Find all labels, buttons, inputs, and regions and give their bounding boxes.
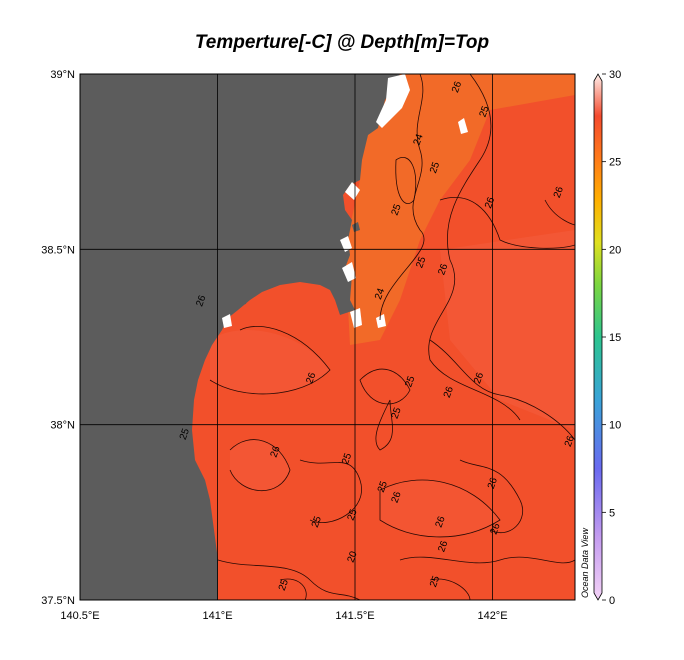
island [230, 292, 248, 306]
plot-frame [79, 73, 576, 601]
contour-label: 26 [304, 371, 318, 386]
lon-tick-label: 141°E [202, 610, 232, 622]
contour-label: 25 [277, 578, 291, 593]
warm-water-patch [380, 480, 500, 537]
warm-water-patch [210, 330, 330, 394]
contour-label: 26 [442, 385, 456, 400]
no-data-area [458, 118, 468, 134]
contour-label: 25 [346, 507, 360, 522]
contour-label: 25 [376, 479, 390, 494]
contour-label: 25 [478, 104, 492, 119]
contour-label: 24 [412, 132, 426, 147]
contour-label: 26 [436, 539, 450, 554]
contour-lines [209, 74, 575, 600]
colorbar-tick-label: 10 [609, 420, 621, 432]
warm-water-patch [440, 230, 575, 430]
no-data-area [222, 314, 232, 328]
map-title: Temperture[-C] @ Depth[m]=Top [194, 32, 490, 53]
contour-label: 26 [563, 434, 577, 449]
land-mass [80, 74, 400, 600]
colorbar-tick-label: 20 [609, 244, 621, 256]
contour-label: 26 [390, 490, 404, 505]
contour-label: 26 [436, 262, 450, 277]
colorbar-tick-label: 15 [609, 332, 621, 344]
colorbar-tick-label: 25 [609, 157, 621, 169]
no-data-area [340, 236, 352, 252]
island [352, 222, 360, 232]
contour-label: 25 [428, 574, 442, 589]
lat-tick-label: 38.5°N [41, 244, 75, 256]
colorbar-ramp [593, 73, 603, 601]
no-data-area [376, 314, 386, 328]
lon-tick-label: 142°E [477, 610, 507, 622]
colorbar-tick-label: 30 [609, 69, 621, 81]
lon-tick-label: 141.5°E [335, 610, 374, 622]
ocean-data-view-watermark: Ocean Data View [580, 528, 590, 598]
no-data-area [345, 182, 360, 200]
contour-label: 25 [310, 514, 324, 529]
colorbar-tick-label: 5 [609, 507, 615, 519]
cool-water-patch [345, 74, 575, 345]
warm-water-patch [230, 439, 290, 491]
contour-label: 25 [428, 160, 442, 175]
no-data-area [342, 262, 356, 282]
contour-label: 25 [178, 427, 192, 442]
contour-label: 24 [373, 287, 387, 302]
contour-label: 25 [414, 255, 428, 270]
contour-label: 25 [390, 406, 404, 421]
contour-label: 26 [194, 294, 208, 309]
colorbar: 0 5 10 15 20 25 30 [593, 69, 621, 607]
contour-label: 26 [486, 476, 500, 491]
contour-label: 25 [340, 451, 354, 466]
contour-label: 26 [472, 371, 486, 386]
lat-tick-label: 37.5°N [41, 595, 75, 607]
contour-label: 26 [483, 195, 497, 210]
contour-label: 25 [403, 374, 417, 389]
no-data-area [350, 308, 362, 328]
colorbar-tick-label: 0 [609, 595, 615, 607]
contour-label: 26 [434, 514, 448, 529]
lon-tick-label: 140.5°E [60, 610, 99, 622]
contour-label: 26 [450, 80, 464, 95]
contour-label: 25 [390, 202, 404, 217]
no-data-area [376, 74, 410, 128]
lat-tick-label: 39°N [50, 69, 75, 81]
contour-label: 20 [346, 550, 360, 565]
lat-tick-label: 38°N [50, 420, 75, 432]
contour-label: 26 [269, 444, 283, 459]
contour-label: 26 [552, 185, 566, 200]
